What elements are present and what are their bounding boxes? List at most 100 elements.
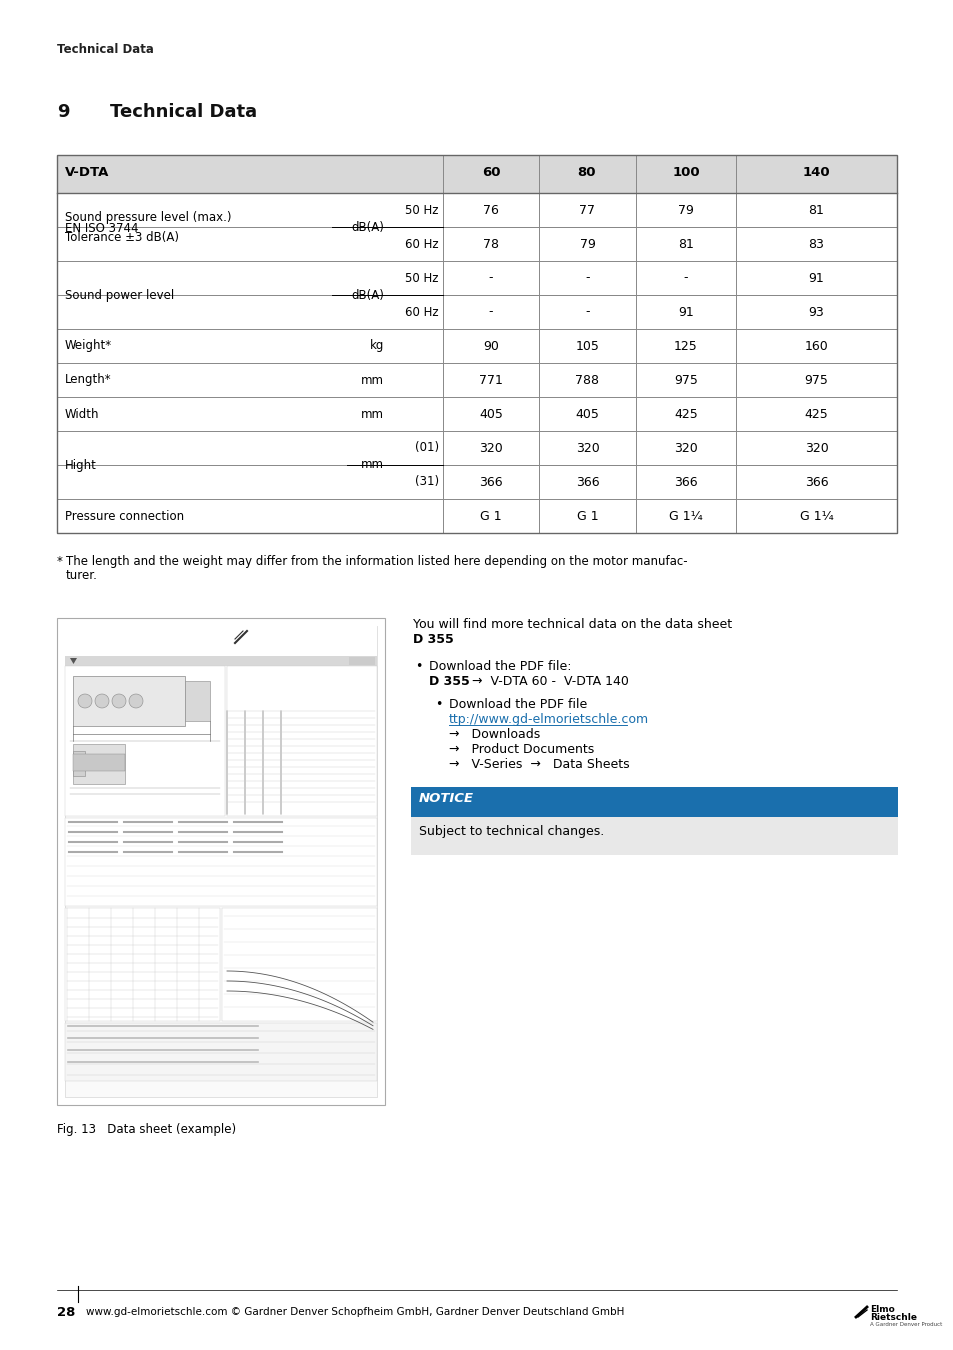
Text: (01): (01) xyxy=(415,441,438,455)
Text: 320: 320 xyxy=(575,441,598,455)
Text: Vakuumpumpen    Vakuumpumpe    Pompe a vide    Pompa del vuoto    V-VC: Vakuumpumpen Vakuumpumpe Pompe a vide Po… xyxy=(70,657,257,663)
Text: Sound power level: Sound power level xyxy=(65,289,174,301)
Text: →   Downloads: → Downloads xyxy=(449,728,539,741)
Text: 77: 77 xyxy=(578,204,595,216)
Bar xyxy=(73,744,125,784)
Text: 60 Hz: 60 Hz xyxy=(405,238,438,251)
Text: -: - xyxy=(683,271,687,285)
Text: 975: 975 xyxy=(803,374,827,386)
Text: Hight: Hight xyxy=(65,459,97,471)
Text: mm: mm xyxy=(360,408,384,420)
Text: D 355: D 355 xyxy=(413,633,454,647)
Bar xyxy=(57,155,896,533)
Bar xyxy=(73,751,85,776)
Text: G 1: G 1 xyxy=(479,509,501,522)
Text: 320: 320 xyxy=(803,441,827,455)
Text: EN ISO 3744: EN ISO 3744 xyxy=(65,221,138,235)
Text: G 1¹⁄₄: G 1¹⁄₄ xyxy=(799,509,833,522)
Text: 93: 93 xyxy=(808,305,823,319)
Text: V-DTC  60: V-DTC 60 xyxy=(230,670,253,675)
Text: 140: 140 xyxy=(801,166,829,178)
Text: Elmo: Elmo xyxy=(869,1305,894,1314)
Text: 160: 160 xyxy=(803,339,827,352)
Bar xyxy=(411,787,897,817)
Text: 79: 79 xyxy=(579,238,595,251)
Text: NOTICE: NOTICE xyxy=(418,792,474,805)
Text: -: - xyxy=(488,305,493,319)
Text: Download the PDF file: Download the PDF file xyxy=(449,698,587,711)
Text: Subject to technical changes.: Subject to technical changes. xyxy=(418,825,603,838)
Text: 90: 90 xyxy=(482,339,498,352)
Text: Daten: Daten xyxy=(70,630,91,637)
Bar xyxy=(65,818,376,906)
Text: 366: 366 xyxy=(478,475,502,489)
Text: G 1¹⁄₄: G 1¹⁄₄ xyxy=(668,509,702,522)
Text: V-DTA: V-DTA xyxy=(65,166,110,178)
Text: www.gd-elmorietschle.com © Gardner Denver Schopfheim GmbH, Gardner Denver Deutsc: www.gd-elmorietschle.com © Gardner Denve… xyxy=(86,1307,623,1318)
Text: 50 Hz: 50 Hz xyxy=(405,271,438,285)
Text: 405: 405 xyxy=(575,408,598,420)
Text: mm: mm xyxy=(360,374,384,386)
Bar xyxy=(227,666,376,815)
Circle shape xyxy=(129,694,143,707)
Text: 788: 788 xyxy=(575,374,598,386)
Text: 100: 100 xyxy=(672,166,700,178)
Text: D 355: D 355 xyxy=(429,675,469,688)
Text: 60: 60 xyxy=(481,166,499,178)
Circle shape xyxy=(78,694,91,707)
Text: The length and the weight may differ from the information listed here depending : The length and the weight may differ fro… xyxy=(66,555,687,568)
Text: dB(A): dB(A) xyxy=(351,289,384,301)
Text: A Gardner Denver Product: A Gardner Denver Product xyxy=(869,1322,942,1327)
Text: D 201: D 201 xyxy=(227,911,241,917)
Text: 320: 320 xyxy=(674,441,698,455)
Text: Pressure connection: Pressure connection xyxy=(65,509,184,522)
Bar xyxy=(65,626,376,656)
Text: V-DTC 140: V-DTC 140 xyxy=(230,701,255,705)
Bar xyxy=(65,666,225,815)
Text: Tolerance ±3 dB(A): Tolerance ±3 dB(A) xyxy=(65,231,179,244)
Text: Width: Width xyxy=(65,408,99,420)
Text: Technical Data: Technical Data xyxy=(57,43,153,55)
Text: turer.: turer. xyxy=(66,568,98,582)
Text: V-DTC  80: V-DTC 80 xyxy=(230,680,253,684)
Text: 366: 366 xyxy=(674,475,697,489)
Text: 83: 83 xyxy=(808,238,823,251)
Text: mm: mm xyxy=(360,459,384,471)
Text: G 1: G 1 xyxy=(576,509,598,522)
Text: Elmo: Elmo xyxy=(249,630,272,639)
Text: Weight*: Weight* xyxy=(65,339,112,352)
Text: Sound pressure level (max.): Sound pressure level (max.) xyxy=(65,212,232,224)
Text: *: * xyxy=(57,555,63,568)
Text: 28: 28 xyxy=(57,1305,75,1319)
Text: Length*: Length* xyxy=(65,374,112,386)
Text: -: - xyxy=(488,271,493,285)
Text: ttp://www.gd-elmorietschle.com: ttp://www.gd-elmorietschle.com xyxy=(449,713,648,726)
Bar xyxy=(73,676,185,726)
Text: 79: 79 xyxy=(678,204,693,216)
Text: •: • xyxy=(435,698,442,711)
Text: 91: 91 xyxy=(808,271,823,285)
Text: →   Product Documents: → Product Documents xyxy=(449,743,594,756)
Text: (31): (31) xyxy=(415,475,438,489)
Bar xyxy=(185,680,210,721)
Text: Rietschle: Rietschle xyxy=(249,637,293,647)
Text: →  V-DTA 60 -  V-DTA 140: → V-DTA 60 - V-DTA 140 xyxy=(463,675,628,688)
Text: You will find more technical data on the data sheet: You will find more technical data on the… xyxy=(413,618,731,630)
Text: 76: 76 xyxy=(482,204,498,216)
Text: 771: 771 xyxy=(478,374,502,386)
Text: 975: 975 xyxy=(674,374,698,386)
Text: 81: 81 xyxy=(678,238,693,251)
Bar xyxy=(65,909,220,1021)
Text: 78: 78 xyxy=(482,238,498,251)
Bar xyxy=(222,909,376,1021)
Text: 425: 425 xyxy=(674,408,698,420)
Text: A Gardner Denver Product: A Gardner Denver Product xyxy=(249,644,321,649)
Text: 366: 366 xyxy=(803,475,827,489)
Text: 4 E-2004: 4 E-2004 xyxy=(227,917,249,922)
Text: V-DTC 100: V-DTC 100 xyxy=(230,690,255,695)
Text: dB(A): dB(A) xyxy=(351,220,384,234)
Text: 9: 9 xyxy=(57,103,70,122)
Bar xyxy=(65,626,376,1098)
Text: kg: kg xyxy=(369,339,384,352)
Text: 60 Hz: 60 Hz xyxy=(405,305,438,319)
